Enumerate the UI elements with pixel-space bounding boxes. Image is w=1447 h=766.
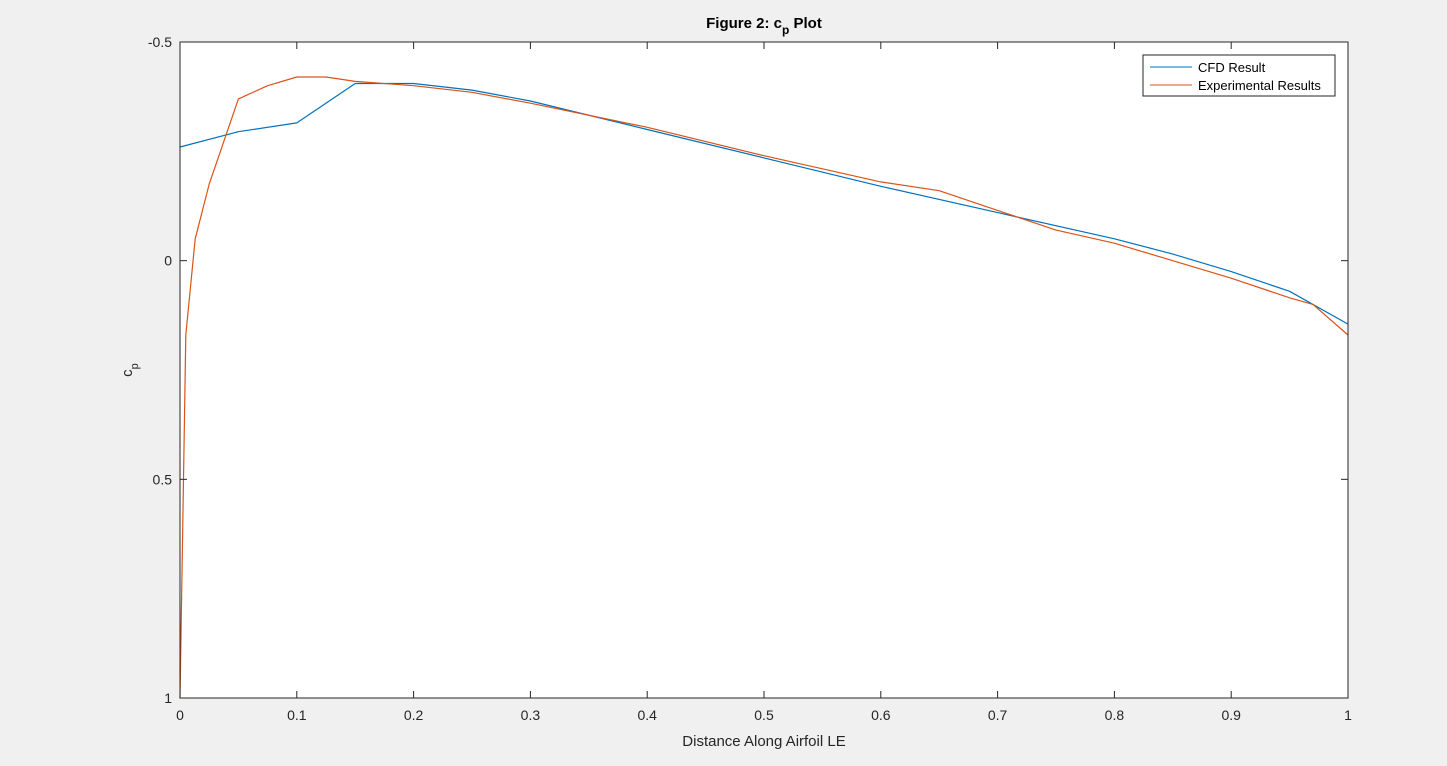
plot-area bbox=[180, 42, 1348, 698]
y-tick-label: 1 bbox=[164, 690, 172, 706]
y-tick-label: 0.5 bbox=[153, 471, 173, 487]
x-axis-label: Distance Along Airfoil LE bbox=[682, 733, 845, 750]
x-tick-label: 0.8 bbox=[1105, 707, 1125, 723]
series-lines bbox=[179, 76, 1349, 699]
y-tick-label: -0.5 bbox=[148, 34, 172, 50]
chart-title-main: Figure 2: c bbox=[706, 15, 782, 32]
x-tick-label: 1 bbox=[1344, 707, 1352, 723]
y-tick-label: 0 bbox=[164, 253, 172, 269]
chart-title: Figure 2: cp Plot bbox=[706, 15, 822, 37]
x-tick-label: 0.4 bbox=[637, 707, 657, 723]
legend-label-experimental-results: Experimental Results bbox=[1198, 78, 1321, 93]
y-axis-label-subscript: p bbox=[129, 363, 141, 369]
y-axis-label: cp bbox=[119, 363, 141, 377]
legend-label-cfd-result: CFD Result bbox=[1198, 60, 1266, 75]
x-tick-label: 0.6 bbox=[871, 707, 891, 723]
chart-title-subscript: p bbox=[782, 23, 789, 37]
x-tick-label: 0.5 bbox=[754, 707, 774, 723]
x-tick-label: 0.2 bbox=[404, 707, 424, 723]
x-tick-label: 0.9 bbox=[1221, 707, 1241, 723]
x-axis: 0 0.1 0.2 0.3 0.4 0.5 0.6 0.7 0.8 0.9 1 bbox=[176, 42, 1352, 723]
x-tick-label: 0.7 bbox=[988, 707, 1008, 723]
x-tick-label: 0.3 bbox=[521, 707, 541, 723]
legend-box bbox=[1142, 54, 1336, 97]
chart-title-suffix: Plot bbox=[789, 15, 822, 32]
y-axis-label-main: c bbox=[119, 369, 136, 377]
y-axis: -0.5 0 0.5 1 bbox=[148, 34, 1348, 706]
axes-box bbox=[179, 41, 1349, 699]
x-tick-label: 0 bbox=[176, 707, 184, 723]
series-line-experimental-results bbox=[179, 76, 1349, 699]
legend: CFD Result Experimental Results bbox=[1142, 54, 1336, 97]
series-line-cfd-result bbox=[179, 82, 1349, 325]
x-tick-label: 0.1 bbox=[287, 707, 307, 723]
